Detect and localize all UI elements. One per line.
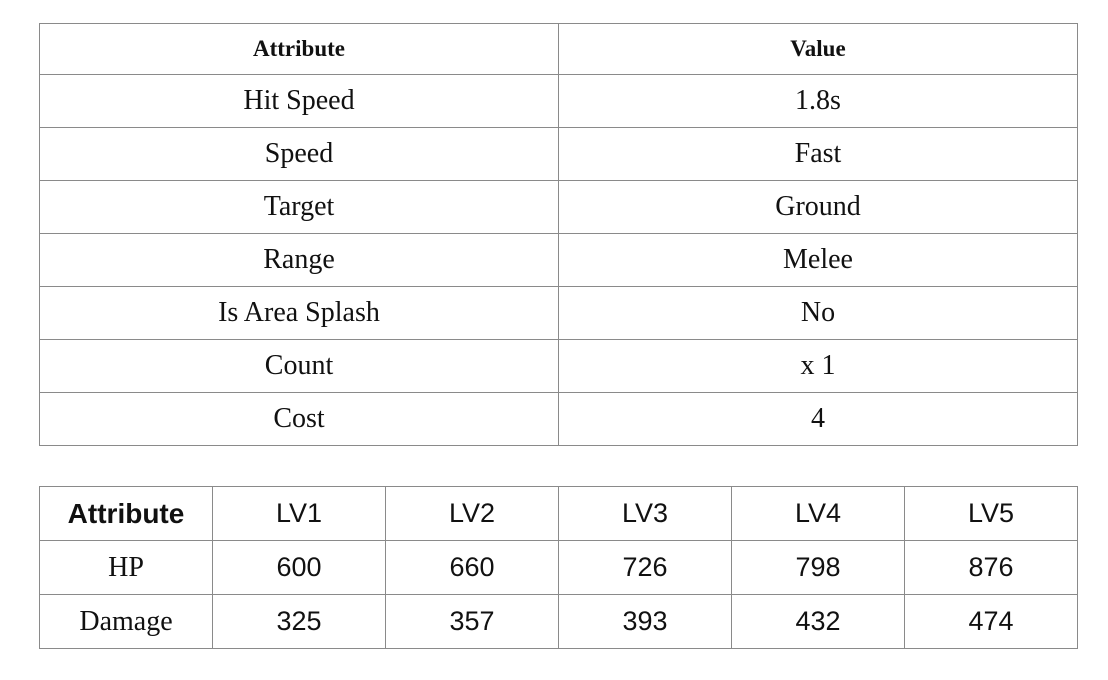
attribute-name: Count — [39, 339, 559, 393]
table-cell: 393 — [558, 594, 732, 649]
table-cell: 474 — [904, 594, 1078, 649]
attribute-name: Range — [39, 233, 559, 287]
table-row: Is Area Splash No — [39, 286, 1078, 340]
table-cell: 600 — [212, 540, 386, 595]
table-row: Target Ground — [39, 180, 1078, 234]
table-cell: 726 — [558, 540, 732, 595]
header-lv3: LV3 — [558, 486, 732, 541]
header-lv4: LV4 — [731, 486, 905, 541]
header-value: Value — [558, 23, 1078, 75]
table-header-row: Attribute Value — [39, 23, 1078, 75]
levels-table: Attribute LV1 LV2 LV3 LV4 LV5 HP 600 660… — [39, 486, 1078, 649]
attribute-value: 1.8s — [558, 74, 1078, 128]
table-row: Hit Speed 1.8s — [39, 74, 1078, 128]
attribute-value: No — [558, 286, 1078, 340]
table-cell: 432 — [731, 594, 905, 649]
table-row: Range Melee — [39, 233, 1078, 287]
table-row: HP 600 660 726 798 876 — [39, 540, 1078, 595]
header-lv2: LV2 — [385, 486, 559, 541]
table-row: Speed Fast — [39, 127, 1078, 181]
attribute-value: Fast — [558, 127, 1078, 181]
attribute-value: Ground — [558, 180, 1078, 234]
row-label-hp: HP — [39, 540, 213, 595]
table-cell: 876 — [904, 540, 1078, 595]
table-header-row: Attribute LV1 LV2 LV3 LV4 LV5 — [39, 486, 1078, 541]
attribute-name: Speed — [39, 127, 559, 181]
header-lv5: LV5 — [904, 486, 1078, 541]
table-cell: 357 — [385, 594, 559, 649]
table-cell: 325 — [212, 594, 386, 649]
attribute-name: Target — [39, 180, 559, 234]
attribute-value: Melee — [558, 233, 1078, 287]
attribute-name: Cost — [39, 392, 559, 446]
table-row: Damage 325 357 393 432 474 — [39, 594, 1078, 649]
table-cell: 798 — [731, 540, 905, 595]
table-row: Cost 4 — [39, 392, 1078, 446]
attribute-name: Hit Speed — [39, 74, 559, 128]
attribute-name: Is Area Splash — [39, 286, 559, 340]
attribute-value: 4 — [558, 392, 1078, 446]
row-label-damage: Damage — [39, 594, 213, 649]
header-lv1: LV1 — [212, 486, 386, 541]
header-attribute: Attribute — [39, 23, 559, 75]
table-row: Count x 1 — [39, 339, 1078, 393]
attribute-value: x 1 — [558, 339, 1078, 393]
table-cell: 660 — [385, 540, 559, 595]
header-attribute: Attribute — [39, 486, 213, 541]
attributes-table: Attribute Value Hit Speed 1.8s Speed Fas… — [39, 23, 1078, 446]
